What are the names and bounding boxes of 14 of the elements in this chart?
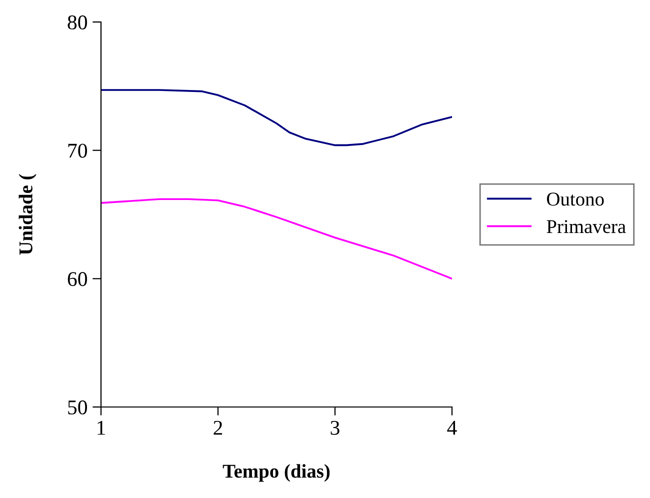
legend-label: Primavera [546, 220, 626, 234]
legend-label: Outono [546, 192, 604, 206]
x-tick-label: 4 [447, 420, 457, 435]
y-axis-title: Unidade ( [18, 174, 36, 255]
x-tick-label: 2 [214, 420, 222, 435]
x-axis-title: Tempo (dias) [222, 464, 330, 482]
y-tick-label: 80 [68, 15, 88, 30]
y-tick-label: 60 [68, 272, 88, 286]
y-tick-label: 70 [68, 144, 88, 158]
x-tick-label: 3 [330, 420, 340, 435]
line-series [101, 89, 452, 146]
y-tick-label: 50 [68, 400, 88, 414]
x-tick-label: 1 [98, 420, 105, 435]
line-series [101, 198, 452, 280]
